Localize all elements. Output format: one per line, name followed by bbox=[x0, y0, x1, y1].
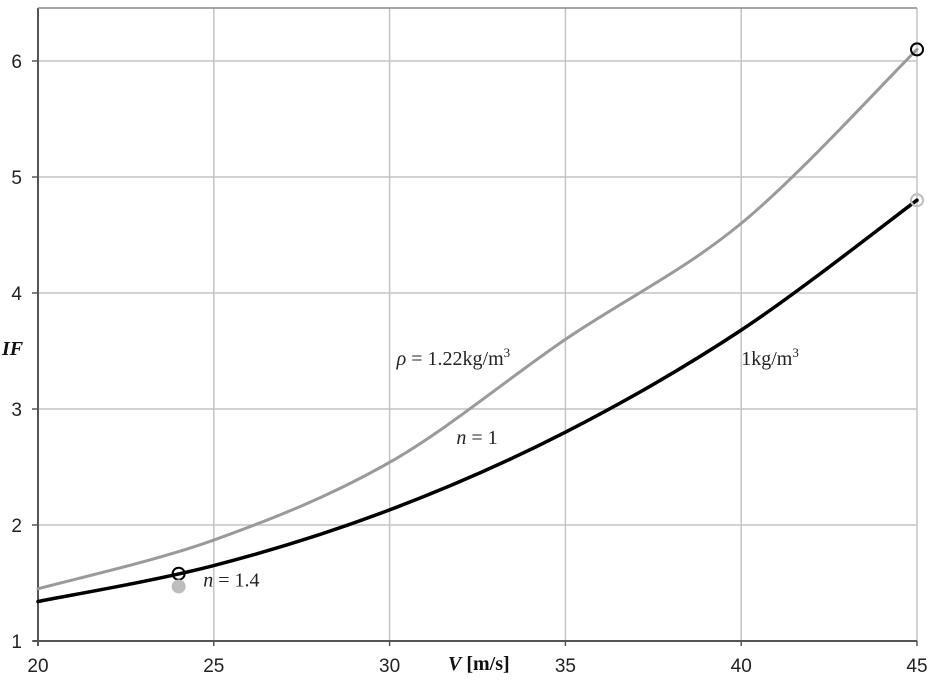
x-tick-label: 30 bbox=[379, 656, 400, 677]
x-tick-label: 35 bbox=[555, 656, 576, 677]
y-axis-label: IF bbox=[1, 338, 24, 360]
x-tick-label: 45 bbox=[906, 656, 927, 677]
y-tick-label: 1 bbox=[11, 632, 22, 653]
y-tick-label: 6 bbox=[11, 52, 22, 73]
marker-circle bbox=[910, 193, 924, 208]
axes bbox=[32, 7, 918, 646]
x-tick-label: 20 bbox=[27, 656, 48, 677]
curve-annotation: ρ = 1.22kg/m3 bbox=[396, 345, 511, 370]
marker-circle bbox=[910, 42, 924, 57]
curve-annotation: n = 1 bbox=[456, 427, 497, 449]
data-markers bbox=[171, 42, 924, 594]
series-rho-1-22 bbox=[36, 47, 919, 591]
curve-annotations: ρ = 1.22kg/m3 1kg/m3 n = 1 n = 1.4 bbox=[203, 345, 799, 592]
y-tick-label: 4 bbox=[11, 284, 22, 305]
data-series bbox=[36, 47, 919, 604]
series-rho-1 bbox=[36, 198, 919, 604]
y-tick-label: 3 bbox=[11, 400, 22, 421]
x-tick-label: 25 bbox=[203, 656, 224, 677]
grid-lines bbox=[37, 8, 918, 642]
y-tick-label: 5 bbox=[11, 168, 22, 189]
marker-circle bbox=[171, 579, 186, 594]
x-tick-label: 40 bbox=[731, 656, 752, 677]
x-axis-label: V [m/s] bbox=[448, 653, 510, 675]
y-tick-label: 2 bbox=[11, 516, 22, 537]
curve-annotation: 1kg/m3 bbox=[741, 345, 799, 370]
curve-annotation: n = 1.4 bbox=[203, 569, 259, 591]
